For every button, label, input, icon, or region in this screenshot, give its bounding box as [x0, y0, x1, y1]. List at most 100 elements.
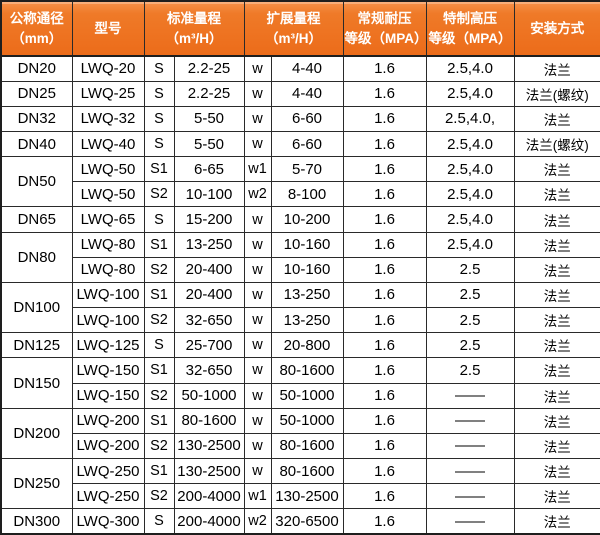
cell-pressure: 1.6 [342, 508, 427, 535]
cell-high-pressure: —— [425, 457, 515, 485]
table-row: DN100 LWQ-100 S1 20-400 w 13-250 1.6 2.5 法兰 [0, 281, 600, 334]
table-row: DN65 LWQ-65 S 15-200 w 10-200 1.6 2.5,4.0 法兰 [0, 206, 600, 233]
cell-high-pressure: —— [425, 382, 515, 409]
cell-std-range: 2.2-25 [173, 55, 245, 82]
cell-std-prefix: S2 [143, 483, 175, 510]
cell-pressure: 1.6 [342, 332, 427, 359]
cell-pressure: 1.6 [342, 80, 427, 107]
cell-std-range: 20-400 [173, 281, 245, 309]
cell-std-range: 25-700 [173, 332, 245, 359]
cell-std-prefix: S2 [143, 432, 175, 460]
cell-dn: DN25 [0, 80, 73, 107]
cell-std-prefix: S2 [143, 256, 175, 283]
cell-model: LWQ-150 [71, 382, 145, 409]
header-standard-range: 标准量程 （m³/H） [143, 0, 245, 57]
cell-install: 法兰 [513, 231, 600, 258]
cell-pressure: 1.6 [342, 231, 427, 258]
cell-install: 法兰 [513, 508, 600, 535]
cell-dn: DN32 [0, 105, 73, 132]
cell-std-range: 50-1000 [173, 382, 245, 409]
cell-dn: DN65 [0, 206, 73, 233]
cell-ext-prefix: w [243, 307, 272, 334]
cell-model: LWQ-50 [71, 156, 145, 183]
cell-std-prefix: S2 [143, 382, 175, 409]
table-row: LWQ-200 S2 130-2500 w 80-1600 1.6 —— 法兰 [1, 432, 600, 460]
cell-std-prefix: S [143, 80, 175, 107]
cell-ext-range: 5-70 [270, 156, 344, 183]
cell-high-pressure: 2.5 [425, 307, 515, 334]
cell-dn: DN50 [0, 156, 73, 208]
cell-dn: DN80 [0, 231, 73, 283]
table-row: DN20 LWQ-20 S 2.2-25 w 4-40 1.6 2.5,4.0 法兰 [0, 55, 600, 82]
cell-std-range: 200-4000 [173, 483, 245, 510]
cell-ext-range: 8-100 [270, 181, 344, 208]
cell-pressure: 1.6 [342, 156, 427, 183]
cell-high-pressure: 2.5 [425, 281, 515, 309]
cell-ext-prefix: w [243, 407, 272, 434]
cell-ext-range: 320-6500 [270, 508, 344, 535]
cell-model: LWQ-50 [71, 181, 145, 208]
cell-model: LWQ-25 [71, 80, 145, 107]
cell-std-range: 15-200 [173, 206, 245, 233]
cell-install: 法兰 [513, 181, 600, 208]
cell-install: 法兰 [513, 55, 600, 82]
cell-pressure: 1.6 [342, 256, 427, 283]
cell-ext-prefix: w [243, 256, 272, 283]
cell-std-prefix: S [143, 206, 175, 233]
cell-install: 法兰 [513, 457, 600, 485]
cell-ext-prefix: w [243, 432, 272, 460]
cell-ext-prefix: w [243, 55, 272, 82]
cell-ext-range: 4-40 [270, 80, 344, 107]
cell-ext-prefix: w [243, 231, 272, 258]
cell-model: LWQ-125 [71, 332, 145, 359]
cell-ext-range: 50-1000 [270, 382, 344, 409]
table-row: DN200 LWQ-200 S1 80-1600 w 50-1000 1.6 —— 法兰 [0, 407, 600, 460]
cell-ext-range: 80-1600 [270, 457, 344, 485]
cell-model: LWQ-32 [71, 105, 145, 132]
cell-std-range: 5-50 [173, 105, 245, 132]
cell-install: 法兰 [513, 357, 600, 384]
cell-std-prefix: S [143, 332, 175, 359]
cell-std-range: 200-4000 [173, 508, 245, 535]
cell-std-range: 6-65 [173, 156, 245, 183]
cell-ext-range: 130-2500 [270, 483, 344, 510]
table-header-row: 公称通径 （mm） 型号 标准量程 （m³/H） 扩展量程 （m³/H） 常规耐压 等级（MPA… [0, 0, 600, 57]
cell-ext-prefix: w [243, 206, 272, 233]
cell-install: 法兰 [513, 281, 600, 309]
cell-pressure: 1.6 [342, 130, 427, 158]
cell-pressure: 1.6 [342, 55, 427, 82]
cell-pressure: 1.6 [342, 307, 427, 334]
cell-pressure: 1.6 [342, 382, 427, 409]
cell-high-pressure: 2.5,4.0 [425, 130, 515, 158]
header-pressure-rating: 常规耐压 等级（MPA） [342, 0, 427, 57]
cell-install: 法兰 [513, 332, 600, 359]
cell-install: 法兰 [513, 432, 600, 460]
cell-pressure: 1.6 [342, 432, 427, 460]
cell-model: LWQ-65 [71, 206, 145, 233]
table-row: LWQ-250 S2 200-4000 w1 130-2500 1.6 —— 法兰 [1, 483, 600, 510]
cell-ext-range: 10-200 [270, 206, 344, 233]
cell-std-range: 130-2500 [173, 432, 245, 460]
cell-std-prefix: S2 [143, 181, 175, 208]
header-high-pressure-rating: 特制高压 等级（MPA） [425, 0, 515, 57]
cell-dn: DN200 [0, 407, 73, 460]
cell-std-range: 20-400 [173, 256, 245, 283]
table-row: LWQ-150 S2 50-1000 w 50-1000 1.6 —— 法兰 [1, 382, 600, 409]
cell-high-pressure: 2.5 [425, 256, 515, 283]
header-nominal-diameter: 公称通径 （mm） [0, 0, 73, 57]
cell-dn: DN40 [0, 130, 73, 158]
cell-std-prefix: S2 [143, 307, 175, 334]
cell-model: LWQ-250 [71, 483, 145, 510]
cell-dn: DN300 [0, 508, 73, 535]
table-row: DN250 LWQ-250 S1 130-2500 w 80-1600 1.6 —— 法兰 [0, 457, 600, 510]
cell-install: 法兰 [513, 256, 600, 283]
cell-model: LWQ-100 [71, 281, 145, 309]
cell-high-pressure: —— [425, 407, 515, 434]
table-row: LWQ-100 S2 32-650 w 13-250 1.6 2.5 法兰 [1, 307, 600, 334]
table-row: DN125 LWQ-125 S 25-700 w 20-800 1.6 2.5 法兰 [0, 332, 600, 359]
table-row: LWQ-80 S2 20-400 w 10-160 1.6 2.5 法兰 [1, 256, 600, 283]
header-model: 型号 [71, 0, 145, 57]
cell-ext-range: 10-160 [270, 231, 344, 258]
cell-std-range: 130-2500 [173, 457, 245, 485]
cell-high-pressure: 2.5,4.0 [425, 181, 515, 208]
